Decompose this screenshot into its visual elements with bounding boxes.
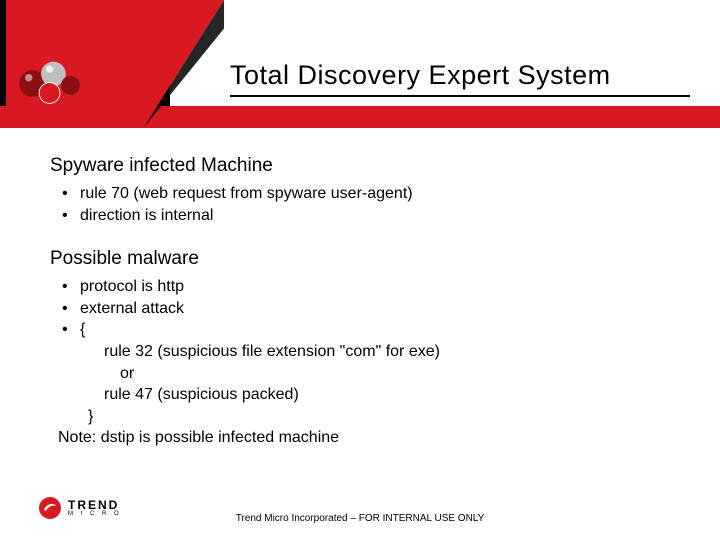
slide-title: Total Discovery Expert System bbox=[230, 60, 690, 91]
nested-line: rule 32 (suspicious file extension "com"… bbox=[80, 341, 680, 363]
list-item: rule 70 (web request from spyware user-a… bbox=[58, 183, 680, 205]
list-item: protocol is http bbox=[58, 276, 680, 298]
nested-line: } bbox=[80, 406, 680, 428]
header-wedge-graphic bbox=[0, 0, 230, 128]
section-heading: Spyware infected Machine bbox=[50, 155, 680, 177]
nested-block: rule 32 (suspicious file extension "com"… bbox=[80, 341, 680, 427]
title-area: Total Discovery Expert System bbox=[230, 60, 690, 97]
slide: Total Discovery Expert System Spyware in… bbox=[0, 0, 720, 540]
nested-line: or bbox=[80, 363, 680, 385]
footer-text: Trend Micro Incorporated – FOR INTERNAL … bbox=[0, 513, 720, 524]
content-area: Spyware infected Machine rule 70 (web re… bbox=[50, 155, 680, 447]
nested-line: rule 47 (suspicious packed) bbox=[80, 384, 680, 406]
bullet-list: protocol is http external attack { bbox=[58, 276, 680, 341]
list-item: external attack bbox=[58, 298, 680, 320]
section-heading: Possible malware bbox=[50, 248, 680, 270]
bullet-list: rule 70 (web request from spyware user-a… bbox=[58, 183, 680, 226]
list-item: { bbox=[58, 319, 680, 341]
list-item: direction is internal bbox=[58, 205, 680, 227]
note-line: Note: dstip is possible infected machine bbox=[58, 429, 680, 447]
logo-brand-text: TREND bbox=[68, 499, 122, 511]
title-underline bbox=[230, 95, 690, 97]
